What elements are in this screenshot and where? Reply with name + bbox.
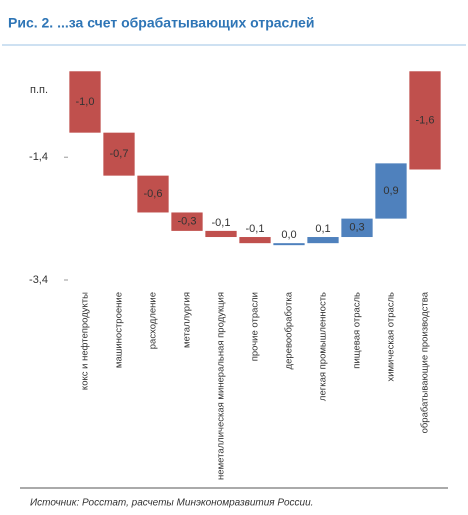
bar <box>409 71 441 170</box>
bar <box>69 71 101 133</box>
x-tick-label: неметаллическая минеральная продукция <box>216 292 227 480</box>
value-label: -1,0 <box>76 96 95 108</box>
value-label: -0,1 <box>212 217 231 229</box>
value-label: 0,0 <box>281 229 296 241</box>
x-tick-label: машиностроение <box>114 292 125 368</box>
value-label: 0,1 <box>315 223 330 235</box>
x-tick-label: пищевая отрасль <box>352 292 363 369</box>
x-tick-label: химическая отрасль <box>386 292 397 382</box>
value-label: -0,3 <box>178 216 197 228</box>
value-label: 0,9 <box>383 185 398 197</box>
value-label: 0,3 <box>349 222 364 234</box>
x-tick-label: кокс и нефтепродукты <box>80 292 91 390</box>
x-tick-label: легкая промышленность <box>318 292 329 401</box>
x-tick-label: деревообработка <box>284 291 295 369</box>
bar <box>341 218 373 238</box>
bar <box>103 132 135 176</box>
source: Источник: Росстат, расчеты Минэкономразв… <box>30 498 313 509</box>
bar <box>137 175 169 213</box>
chart-title: Рис. 2. ...за счет обрабатывающих отрасл… <box>8 15 314 31</box>
x-tick-label: прочие отрасли <box>250 292 261 361</box>
y-tick-label: -1,4 <box>29 151 48 163</box>
bar <box>205 230 237 238</box>
bar <box>273 243 305 246</box>
bar <box>375 163 407 219</box>
bar <box>171 212 203 231</box>
value-label: -0,6 <box>144 188 163 200</box>
value-label: -0,1 <box>246 223 265 235</box>
y-unit: п.п. <box>30 84 48 96</box>
value-label: -1,6 <box>416 114 435 126</box>
y-tick-label: -3,4 <box>29 274 48 286</box>
value-label: -0,7 <box>110 148 129 160</box>
bar <box>239 237 271 244</box>
x-tick-label: расходление <box>148 292 159 349</box>
x-tick-label: обрабатывающие производства <box>420 291 431 433</box>
bar <box>307 237 339 244</box>
x-tick-label: металлургия <box>182 292 193 348</box>
